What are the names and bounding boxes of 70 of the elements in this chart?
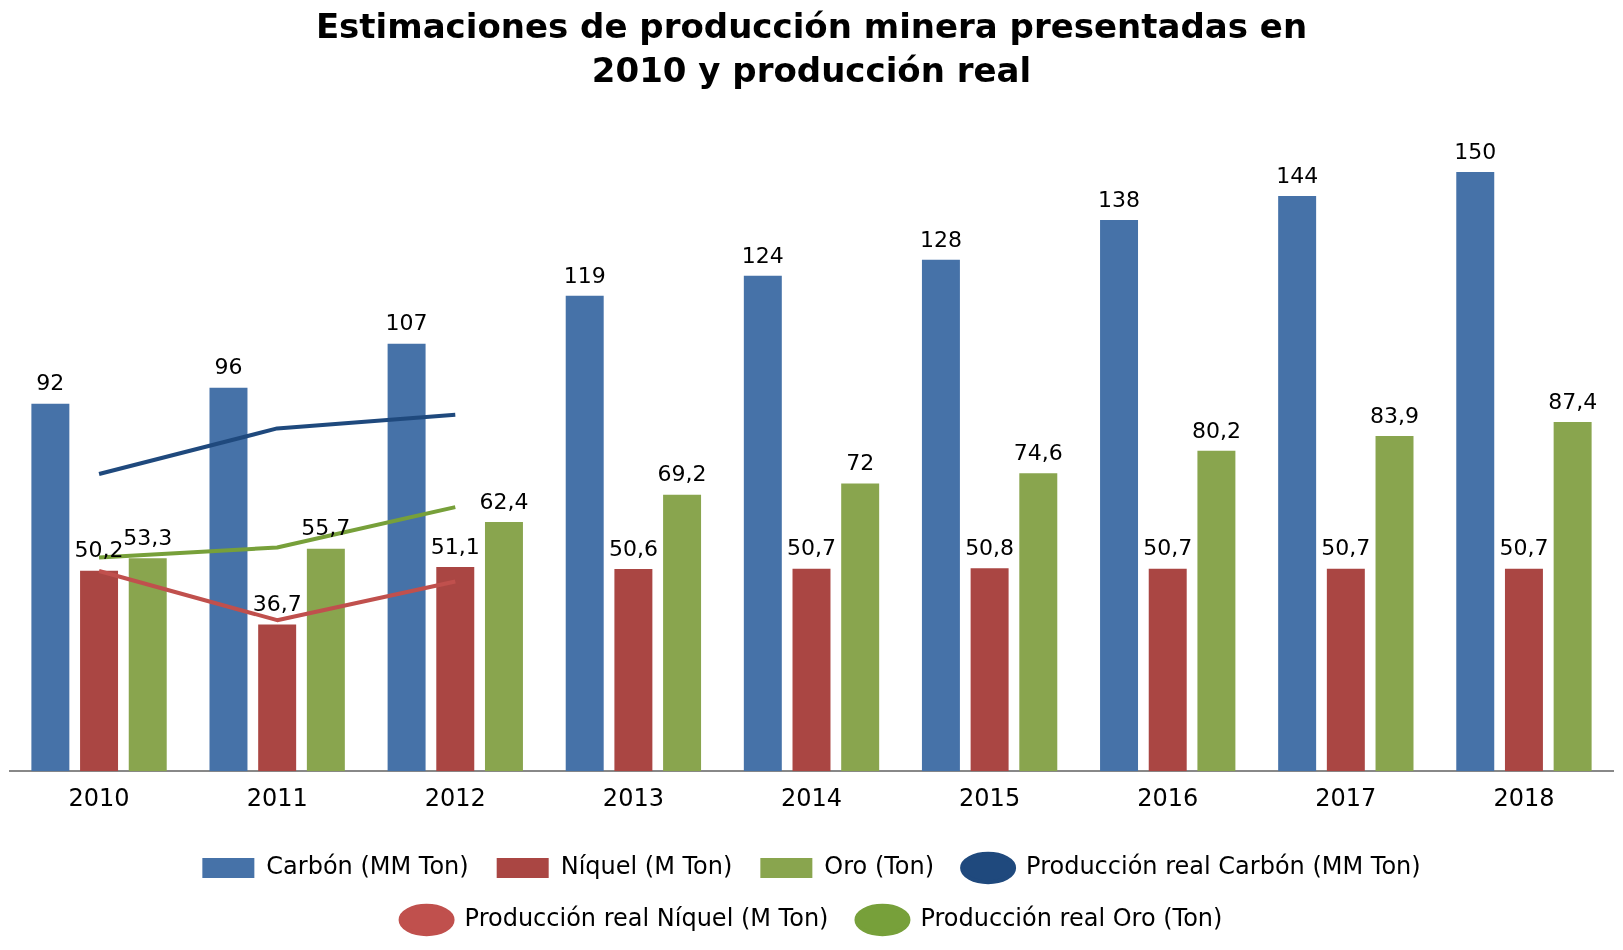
bar bbox=[663, 494, 702, 772]
x-tick-label: 2017 bbox=[1315, 783, 1377, 812]
data-label: 69,2 bbox=[657, 461, 707, 487]
chart-title: Estimaciones de producción minera presentadas en 2010 y producción real bbox=[314, 5, 1309, 92]
bar bbox=[1375, 436, 1414, 772]
bar bbox=[1197, 450, 1236, 772]
bar bbox=[792, 568, 831, 772]
bar bbox=[614, 569, 653, 772]
data-label: 50,7 bbox=[1499, 535, 1549, 561]
data-label: 87,4 bbox=[1548, 388, 1598, 414]
data-label: 55,7 bbox=[301, 515, 351, 541]
bar bbox=[1148, 568, 1187, 772]
bar bbox=[921, 259, 960, 772]
data-label: 150 bbox=[1454, 138, 1497, 164]
data-label: 128 bbox=[919, 226, 962, 252]
data-label: 50,2 bbox=[74, 537, 124, 563]
bar bbox=[306, 548, 345, 772]
bar bbox=[436, 567, 475, 772]
data-label: 124 bbox=[741, 242, 784, 268]
bar bbox=[209, 387, 248, 772]
x-tick-label: 2015 bbox=[959, 783, 1021, 812]
data-label: 96 bbox=[214, 354, 243, 380]
bar bbox=[970, 568, 1009, 772]
legend-label: Producción real Oro (Ton) bbox=[920, 904, 1223, 933]
bar bbox=[80, 570, 119, 772]
data-label: 144 bbox=[1276, 162, 1319, 188]
bar bbox=[1326, 568, 1365, 772]
bar bbox=[1456, 171, 1495, 772]
data-label: 53,3 bbox=[123, 524, 173, 550]
bar bbox=[1553, 422, 1592, 772]
data-label: 107 bbox=[385, 310, 428, 336]
data-label: 50,7 bbox=[787, 535, 836, 561]
bar bbox=[31, 403, 70, 772]
legend-label: Producción real Níquel (M Ton) bbox=[464, 904, 829, 933]
data-label: 50,7 bbox=[1321, 535, 1371, 561]
bar bbox=[128, 558, 167, 772]
bar bbox=[1100, 219, 1139, 772]
bar bbox=[1278, 195, 1317, 772]
bar bbox=[1504, 568, 1543, 772]
x-tick-label: 2011 bbox=[246, 783, 308, 812]
x-tick-label: 2010 bbox=[68, 783, 130, 812]
data-label: 62,4 bbox=[479, 488, 529, 514]
data-label: 80,2 bbox=[1191, 417, 1241, 443]
x-tick-label: 2014 bbox=[780, 783, 843, 812]
bar bbox=[387, 343, 426, 772]
bar bbox=[565, 295, 604, 772]
data-label: 50,8 bbox=[965, 534, 1015, 560]
bar bbox=[1019, 473, 1058, 772]
legend-label: Níquel (M Ton) bbox=[560, 852, 733, 881]
bar bbox=[841, 483, 880, 772]
legend-label: Oro (Ton) bbox=[824, 852, 935, 881]
x-tick-label: 2013 bbox=[602, 783, 664, 812]
bar bbox=[484, 521, 523, 772]
data-label: 50,6 bbox=[608, 535, 658, 561]
data-label: 83,9 bbox=[1370, 402, 1420, 428]
x-tick-label: 2012 bbox=[424, 783, 486, 812]
bar bbox=[743, 275, 782, 772]
x-tick-label: 2016 bbox=[1137, 783, 1199, 812]
bar bbox=[258, 624, 297, 772]
data-label: 92 bbox=[36, 370, 65, 396]
x-tick-label: 2018 bbox=[1493, 783, 1555, 812]
data-label: 119 bbox=[563, 262, 606, 288]
data-label: 74,6 bbox=[1013, 439, 1063, 465]
data-label: 51,1 bbox=[430, 533, 480, 559]
data-label: 50,7 bbox=[1143, 535, 1193, 561]
data-label: 36,7 bbox=[252, 591, 302, 617]
data-label: 138 bbox=[1098, 186, 1141, 212]
legend-label: Producción real Carbón (MM Ton) bbox=[1026, 852, 1421, 881]
legend-label: Carbón (MM Ton) bbox=[266, 852, 469, 881]
data-label: 72 bbox=[846, 450, 875, 476]
